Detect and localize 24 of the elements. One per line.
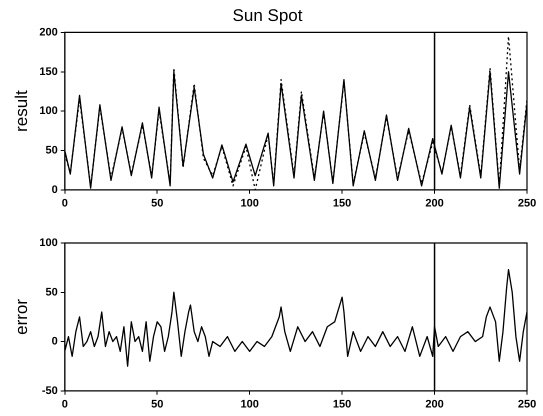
- x-tick-label: 250: [518, 398, 536, 410]
- x-tick-label: 200: [425, 398, 444, 410]
- x-tick-label: 100: [240, 197, 259, 210]
- x-tick-label: 150: [332, 197, 352, 210]
- x-tick-label: 0: [62, 398, 68, 410]
- y-tick-label: 150: [39, 66, 58, 78]
- y-tick-label: 200: [39, 26, 58, 38]
- chart-title: Sun Spot: [232, 6, 303, 25]
- y-axis-title: result: [12, 90, 31, 132]
- x-tick-label: 150: [332, 398, 352, 410]
- y-tick-label: 50: [46, 286, 58, 298]
- x-tick-label: 50: [151, 197, 164, 210]
- x-tick-label: 100: [240, 398, 259, 410]
- x-tick-label: 50: [151, 398, 164, 410]
- x-tick-label: 0: [62, 197, 68, 210]
- y-tick-label: 0: [52, 184, 58, 196]
- y-tick-label: 0: [52, 336, 58, 348]
- x-tick-label: 200: [425, 197, 444, 210]
- y-tick-label: 100: [39, 237, 58, 250]
- y-axis-title: error: [12, 298, 31, 335]
- x-tick-label: 250: [518, 197, 536, 210]
- y-tick-label: 100: [39, 105, 58, 118]
- y-tick-label: 50: [46, 144, 58, 156]
- y-tick-label: -50: [42, 384, 58, 397]
